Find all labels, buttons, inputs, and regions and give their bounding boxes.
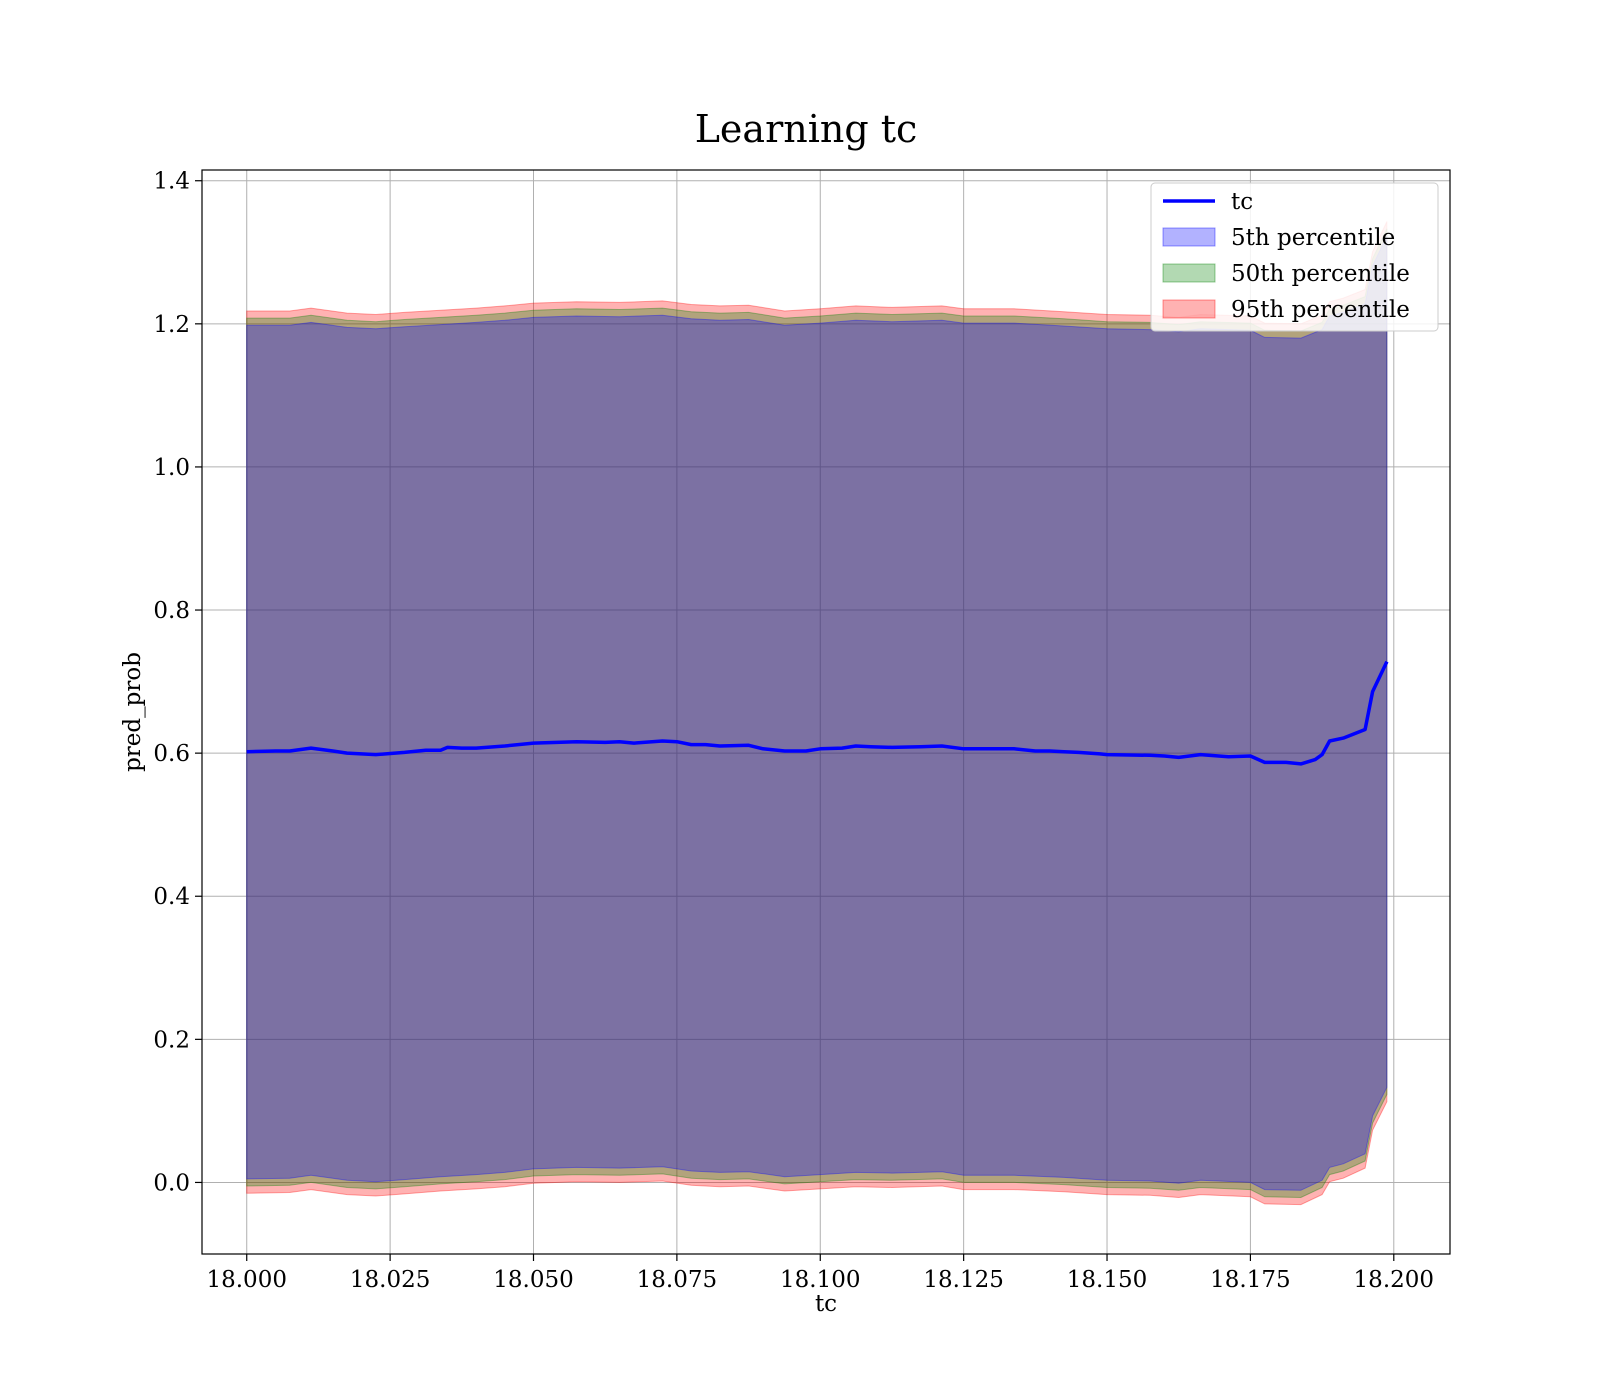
band-95th-percentile	[246, 221, 1388, 1206]
legend-item: tc	[1163, 189, 1253, 215]
chart-title: Learning tc	[695, 107, 918, 151]
y-tick-label: 0.2	[153, 1027, 190, 1053]
legend-frame	[1150, 182, 1439, 332]
legend: tc 5th percentile 50th percentile 95th perc…	[1150, 182, 1439, 332]
y-tick-label: 1.4	[153, 169, 190, 195]
line-layer	[246, 660, 1389, 766]
y-axis-label: pred_prob	[120, 652, 146, 772]
legend-item: 50th percentile	[1162, 261, 1410, 287]
y-tick-label: 0.0	[153, 1170, 190, 1196]
y-tick-label: 1.0	[153, 455, 190, 481]
legend-label: 95th percentile	[1231, 297, 1410, 323]
x-tick-label: 18.025	[350, 1267, 430, 1293]
legend-label: 5th percentile	[1231, 225, 1395, 251]
legend-item: 5th percentile	[1162, 225, 1395, 251]
legend-item: 95th percentile	[1162, 297, 1410, 323]
x-tick-label: 18.100	[780, 1267, 860, 1293]
legend-label: tc	[1231, 189, 1253, 215]
x-tick-label: 18.050	[493, 1267, 573, 1293]
legend-patch-swatch	[1162, 299, 1216, 319]
band-5th-percentile	[246, 235, 1388, 1191]
x-tick-label: 18.125	[923, 1267, 1003, 1293]
x-tick-label: 18.200	[1354, 1267, 1434, 1293]
x-tick-label: 18.175	[1210, 1267, 1290, 1293]
y-tick-label: 0.6	[153, 741, 190, 767]
band-50th-percentile	[246, 228, 1388, 1199]
plot-frame	[201, 169, 1451, 1255]
series-line-tc	[246, 660, 1389, 766]
legend-label: 50th percentile	[1231, 261, 1410, 287]
tick-layer: 18.000 18.025 18.050 18.075 18.100 18.125 18.1…	[153, 169, 1434, 1293]
x-tick-label: 18.000	[206, 1267, 286, 1293]
band-layer	[246, 221, 1388, 1206]
x-tick-label: 18.075	[637, 1267, 717, 1293]
y-tick-label: 0.8	[153, 598, 190, 624]
grid-layer	[202, 170, 1450, 1254]
legend-patch-swatch	[1162, 227, 1216, 247]
y-tick-label: 1.2	[153, 312, 190, 338]
legend-patch-swatch	[1162, 263, 1216, 283]
y-tick-label: 0.4	[153, 884, 190, 910]
x-tick-label: 18.150	[1067, 1267, 1147, 1293]
x-axis-label: tc	[815, 1291, 837, 1317]
legend-items: tc 5th percentile 50th percentile 95th perc…	[1162, 189, 1410, 323]
